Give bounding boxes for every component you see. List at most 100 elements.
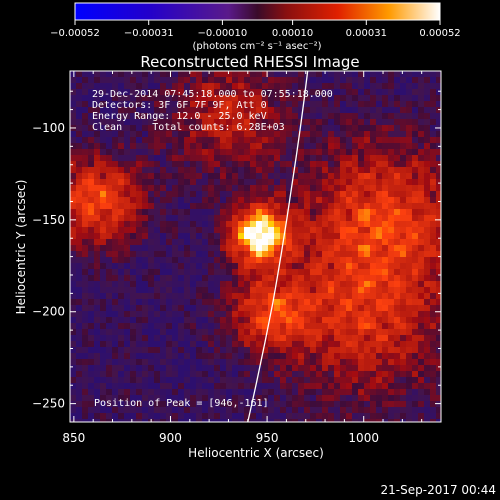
heatmap-cell: [196, 365, 202, 371]
heatmap-cell: [274, 173, 280, 179]
heatmap-cell: [346, 389, 352, 395]
heatmap-cell: [262, 179, 268, 185]
heatmap-cell: [388, 383, 394, 389]
heatmap-cell: [436, 215, 441, 221]
heatmap-cell: [196, 95, 202, 101]
heatmap-cell: [226, 227, 232, 233]
heatmap-cell: [100, 311, 106, 317]
heatmap-cell: [76, 401, 82, 407]
heatmap-cell: [106, 197, 112, 203]
heatmap-cell: [304, 323, 310, 329]
heatmap-cell: [250, 185, 256, 191]
heatmap-cell: [388, 215, 394, 221]
heatmap-cell: [94, 353, 100, 359]
heatmap-cell: [244, 389, 250, 395]
heatmap-cell: [412, 245, 418, 251]
heatmap-cell: [76, 323, 82, 329]
heatmap-cell: [256, 191, 262, 197]
heatmap-cell: [388, 257, 394, 263]
heatmap-cell: [148, 125, 154, 131]
heatmap-cell: [100, 407, 106, 413]
heatmap-cell: [214, 149, 220, 155]
heatmap-cell: [328, 281, 334, 287]
heatmap-cell: [130, 419, 136, 422]
heatmap-cell: [322, 101, 328, 107]
heatmap-cell: [286, 335, 292, 341]
heatmap-cell: [160, 395, 166, 401]
heatmap-cell: [346, 311, 352, 317]
heatmap-cell: [346, 305, 352, 311]
heatmap-cell: [136, 359, 142, 365]
heatmap-cell: [280, 161, 286, 167]
heatmap-cell: [280, 149, 286, 155]
heatmap-cell: [328, 305, 334, 311]
heatmap-cell: [250, 119, 256, 125]
heatmap-cell: [112, 149, 118, 155]
x-axis-label: Heliocentric X (arcsec): [188, 446, 324, 460]
heatmap-cell: [70, 215, 76, 221]
heatmap-cell: [364, 149, 370, 155]
heatmap-cell: [82, 143, 88, 149]
heatmap-cell: [286, 383, 292, 389]
heatmap-cell: [316, 233, 322, 239]
heatmap-cell: [208, 353, 214, 359]
heatmap-cell: [220, 323, 226, 329]
heatmap-cell: [250, 311, 256, 317]
heatmap-cell: [232, 185, 238, 191]
heatmap-cell: [262, 383, 268, 389]
heatmap-cell: [382, 125, 388, 131]
heatmap-cell: [388, 239, 394, 245]
heatmap-cell: [268, 359, 274, 365]
heatmap-cell: [394, 227, 400, 233]
heatmap-cell: [406, 371, 412, 377]
heatmap-cell: [340, 185, 346, 191]
heatmap-cell: [238, 299, 244, 305]
heatmap-cell: [316, 377, 322, 383]
heatmap-cell: [76, 107, 82, 113]
heatmap-cell: [154, 113, 160, 119]
heatmap-cell: [328, 317, 334, 323]
heatmap-cell: [280, 347, 286, 353]
heatmap-cell: [262, 197, 268, 203]
heatmap-cell: [76, 125, 82, 131]
heatmap-cell: [412, 143, 418, 149]
heatmap-cell: [310, 101, 316, 107]
heatmap-cell: [298, 185, 304, 191]
heatmap-cell: [136, 365, 142, 371]
heatmap-cell: [310, 215, 316, 221]
heatmap-cell: [394, 83, 400, 89]
heatmap-cell: [232, 119, 238, 125]
heatmap-cell: [298, 275, 304, 281]
heatmap-cell: [82, 257, 88, 263]
heatmap-cell: [124, 125, 130, 131]
heatmap-cell: [334, 365, 340, 371]
heatmap-cell: [298, 77, 304, 83]
heatmap-cell: [358, 161, 364, 167]
heatmap-cell: [130, 227, 136, 233]
heatmap-cell: [100, 185, 106, 191]
heatmap-cell: [286, 191, 292, 197]
heatmap-cell: [124, 161, 130, 167]
heatmap-cell: [370, 137, 376, 143]
heatmap-cell: [76, 395, 82, 401]
heatmap-cell: [88, 341, 94, 347]
heatmap-cell: [238, 317, 244, 323]
heatmap-cell: [406, 191, 412, 197]
heatmap-cell: [346, 197, 352, 203]
heatmap-cell: [184, 389, 190, 395]
heatmap-cell: [136, 389, 142, 395]
heatmap-cell: [382, 353, 388, 359]
heatmap-cell: [202, 317, 208, 323]
heatmap-cell: [232, 143, 238, 149]
heatmap-cell: [388, 197, 394, 203]
heatmap-cell: [232, 137, 238, 143]
heatmap-cell: [172, 209, 178, 215]
heatmap-cell: [394, 95, 400, 101]
heatmap-cell: [340, 203, 346, 209]
heatmap-cell: [376, 95, 382, 101]
heatmap-cell: [406, 275, 412, 281]
heatmap-cell: [280, 287, 286, 293]
heatmap-cell: [292, 281, 298, 287]
heatmap-cell: [112, 353, 118, 359]
heatmap-cell: [304, 137, 310, 143]
